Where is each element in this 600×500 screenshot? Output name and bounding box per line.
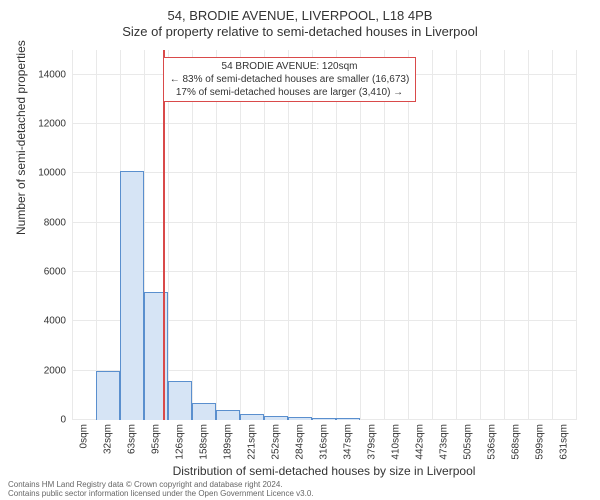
gridline-horizontal <box>72 172 576 173</box>
footer-line1: Contains HM Land Registry data © Crown c… <box>8 480 314 489</box>
y-tick-label: 8000 <box>44 217 66 228</box>
x-tick-label: 316sqm <box>319 424 330 460</box>
gridline-vertical <box>504 50 505 420</box>
chart-title-block: 54, BRODIE AVENUE, LIVERPOOL, L18 4PB Si… <box>0 8 600 39</box>
gridline-vertical <box>288 50 289 420</box>
annotation-line: 54 BRODIE AVENUE: 120sqm <box>170 60 410 73</box>
histogram-bar <box>264 416 288 420</box>
y-tick-label: 6000 <box>44 267 66 278</box>
y-tick-label: 2000 <box>44 365 66 376</box>
histogram-bar <box>216 410 240 420</box>
gridline-vertical <box>432 50 433 420</box>
histogram-bar <box>336 418 360 420</box>
y-tick-label: 12000 <box>38 119 66 130</box>
x-tick-label: 221sqm <box>247 424 258 460</box>
x-tick-label: 473sqm <box>439 424 450 460</box>
x-tick-label: 379sqm <box>367 424 378 460</box>
x-tick-label: 126sqm <box>175 424 186 460</box>
gridline-vertical <box>312 50 313 420</box>
x-tick-label: 347sqm <box>343 424 354 460</box>
x-tick-label: 0sqm <box>79 424 90 448</box>
x-tick-label: 158sqm <box>199 424 210 460</box>
gridline-vertical <box>216 50 217 420</box>
gridline-horizontal <box>72 222 576 223</box>
x-tick-label: 568sqm <box>511 424 522 460</box>
x-tick-label: 189sqm <box>223 424 234 460</box>
footer-line2: Contains public sector information licen… <box>8 489 314 498</box>
x-tick-label: 536sqm <box>487 424 498 460</box>
y-axis-label: Number of semi-detached properties <box>14 40 28 235</box>
property-size-chart: 54, BRODIE AVENUE, LIVERPOOL, L18 4PB Si… <box>0 0 600 500</box>
x-tick-label: 410sqm <box>391 424 402 460</box>
histogram-bar <box>192 403 216 420</box>
property-marker-line <box>163 50 165 420</box>
chart-footer: Contains HM Land Registry data © Crown c… <box>8 480 314 498</box>
x-tick-label: 252sqm <box>271 424 282 460</box>
gridline-vertical <box>240 50 241 420</box>
histogram-bar <box>168 381 192 420</box>
x-tick-label: 95sqm <box>151 424 162 454</box>
gridline-horizontal <box>72 123 576 124</box>
plot-area: 020004000600080001000012000140000sqm32sq… <box>72 50 576 420</box>
x-tick-label: 442sqm <box>415 424 426 460</box>
annotation-box: 54 BRODIE AVENUE: 120sqm← 83% of semi-de… <box>163 57 417 102</box>
chart-title-line1: 54, BRODIE AVENUE, LIVERPOOL, L18 4PB <box>0 8 600 24</box>
annotation-line: ← 83% of semi-detached houses are smalle… <box>170 73 410 86</box>
gridline-vertical <box>96 50 97 420</box>
y-tick-label: 4000 <box>44 316 66 327</box>
x-axis-label: Distribution of semi-detached houses by … <box>72 464 576 478</box>
x-tick-label: 631sqm <box>559 424 570 460</box>
gridline-vertical <box>384 50 385 420</box>
x-tick-label: 63sqm <box>127 424 138 454</box>
gridline-vertical <box>408 50 409 420</box>
y-tick-label: 10000 <box>38 168 66 179</box>
gridline-vertical <box>336 50 337 420</box>
y-tick-label: 0 <box>60 415 66 426</box>
histogram-bar <box>120 171 144 420</box>
gridline-vertical <box>264 50 265 420</box>
x-tick-label: 32sqm <box>103 424 114 454</box>
histogram-bar <box>288 417 312 420</box>
gridline-vertical <box>456 50 457 420</box>
gridline-vertical <box>72 50 73 420</box>
histogram-bar <box>240 414 264 420</box>
gridline-vertical <box>480 50 481 420</box>
chart-title-line2: Size of property relative to semi-detach… <box>0 24 600 40</box>
y-tick-label: 14000 <box>38 69 66 80</box>
gridline-vertical <box>360 50 361 420</box>
gridline-vertical <box>192 50 193 420</box>
histogram-bar <box>96 371 120 420</box>
gridline-vertical <box>552 50 553 420</box>
gridline-vertical <box>528 50 529 420</box>
gridline-horizontal <box>72 271 576 272</box>
x-tick-label: 505sqm <box>463 424 474 460</box>
histogram-bar <box>312 418 336 420</box>
gridline-vertical <box>168 50 169 420</box>
annotation-line: 17% of semi-detached houses are larger (… <box>170 86 410 99</box>
x-tick-label: 599sqm <box>535 424 546 460</box>
x-tick-label: 284sqm <box>295 424 306 460</box>
gridline-vertical <box>576 50 577 420</box>
